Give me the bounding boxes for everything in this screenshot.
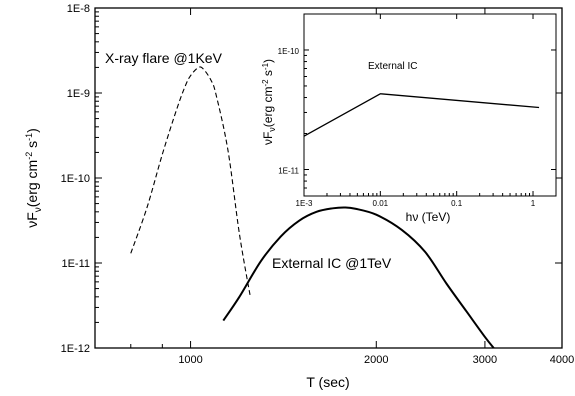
main-series-1-line [222, 206, 495, 349]
inset-ytick-label: 1E-10 [278, 47, 300, 56]
inset-ylabel-nu: νF [261, 132, 275, 145]
main-ytick-label: 1E-11 [61, 258, 90, 270]
inset-y-axis-label: νFν(erg cm-2 s-1) [261, 59, 277, 145]
main-annotation-xray: X-ray flare @1KeV [105, 50, 223, 66]
inset-axis-ticks: 1E-3 0.01 0.1 1 1E-11 1E-10 [278, 13, 557, 208]
inset-ylabel-close: ) [261, 59, 275, 63]
main-ytick-label: 1E-12 [61, 343, 90, 355]
inset-ylabel-exp-a: -2 [261, 79, 270, 87]
main-ylabel-unit-a: (erg cm [24, 160, 40, 207]
inset-ylabel-unit-b: s [261, 70, 275, 79]
inset-ylabel-exp-b: -1 [261, 62, 270, 70]
main-ytick-label: 1E-10 [61, 173, 90, 185]
main-xtick-label: 3000 [473, 354, 497, 366]
inset-annotation-external-ic: External IC [368, 61, 417, 72]
main-xtick-label: 4000 [550, 354, 574, 366]
inset-series-group [303, 93, 540, 137]
main-ylabel-exp-b: -1 [24, 133, 34, 141]
main-ylabel-nu: νF [24, 212, 40, 228]
svg-text:νFν(erg cm-2 s-1): νFν(erg cm-2 s-1) [24, 128, 44, 228]
main-series-group [130, 66, 495, 349]
main-ylabel-close: ) [24, 128, 40, 133]
inset-xtick-label: 1E-3 [296, 199, 313, 208]
main-ylabel-exp-a: -2 [24, 152, 34, 160]
inset-xlabel-unit: (TeV) [422, 210, 451, 224]
inset-x-axis-label: hν (TeV) [406, 210, 451, 224]
main-series-0-line [130, 66, 251, 297]
inset-plot-frame [303, 13, 557, 197]
main-annotation-external-ic: External IC @1TeV [272, 255, 392, 271]
inset-xlabel-main: hν [406, 210, 419, 224]
main-ylabel-sub: ν [33, 207, 44, 212]
main-xtick-label: 2000 [364, 354, 388, 366]
main-ytick-label: 1E-8 [67, 3, 90, 15]
main-axis-ticks: 1000 2000 3000 4000 1E-12 1E-11 1E-10 1E-9 1E-8 [61, 3, 575, 366]
inset-xtick-label: 0.01 [373, 199, 389, 208]
main-ylabel-unit-b: s [24, 141, 40, 152]
inset-xtick-label: 1 [531, 199, 536, 208]
main-ytick-label: 1E-9 [67, 88, 90, 100]
svg-text:νFν(erg cm-2 s-1): νFν(erg cm-2 s-1) [261, 59, 277, 145]
inset-series-0-line [303, 93, 540, 137]
main-y-axis-label: νFν(erg cm-2 s-1) [24, 128, 44, 228]
inset-xtick-label: 0.1 [451, 199, 463, 208]
inset-ylabel-sub: ν [267, 127, 277, 132]
main-x-axis-label: T (sec) [306, 374, 349, 390]
inset-ylabel-unit-a: (erg cm [261, 87, 275, 128]
inset-ytick-label: 1E-11 [278, 166, 299, 175]
main-xtick-label: 1000 [178, 354, 202, 366]
